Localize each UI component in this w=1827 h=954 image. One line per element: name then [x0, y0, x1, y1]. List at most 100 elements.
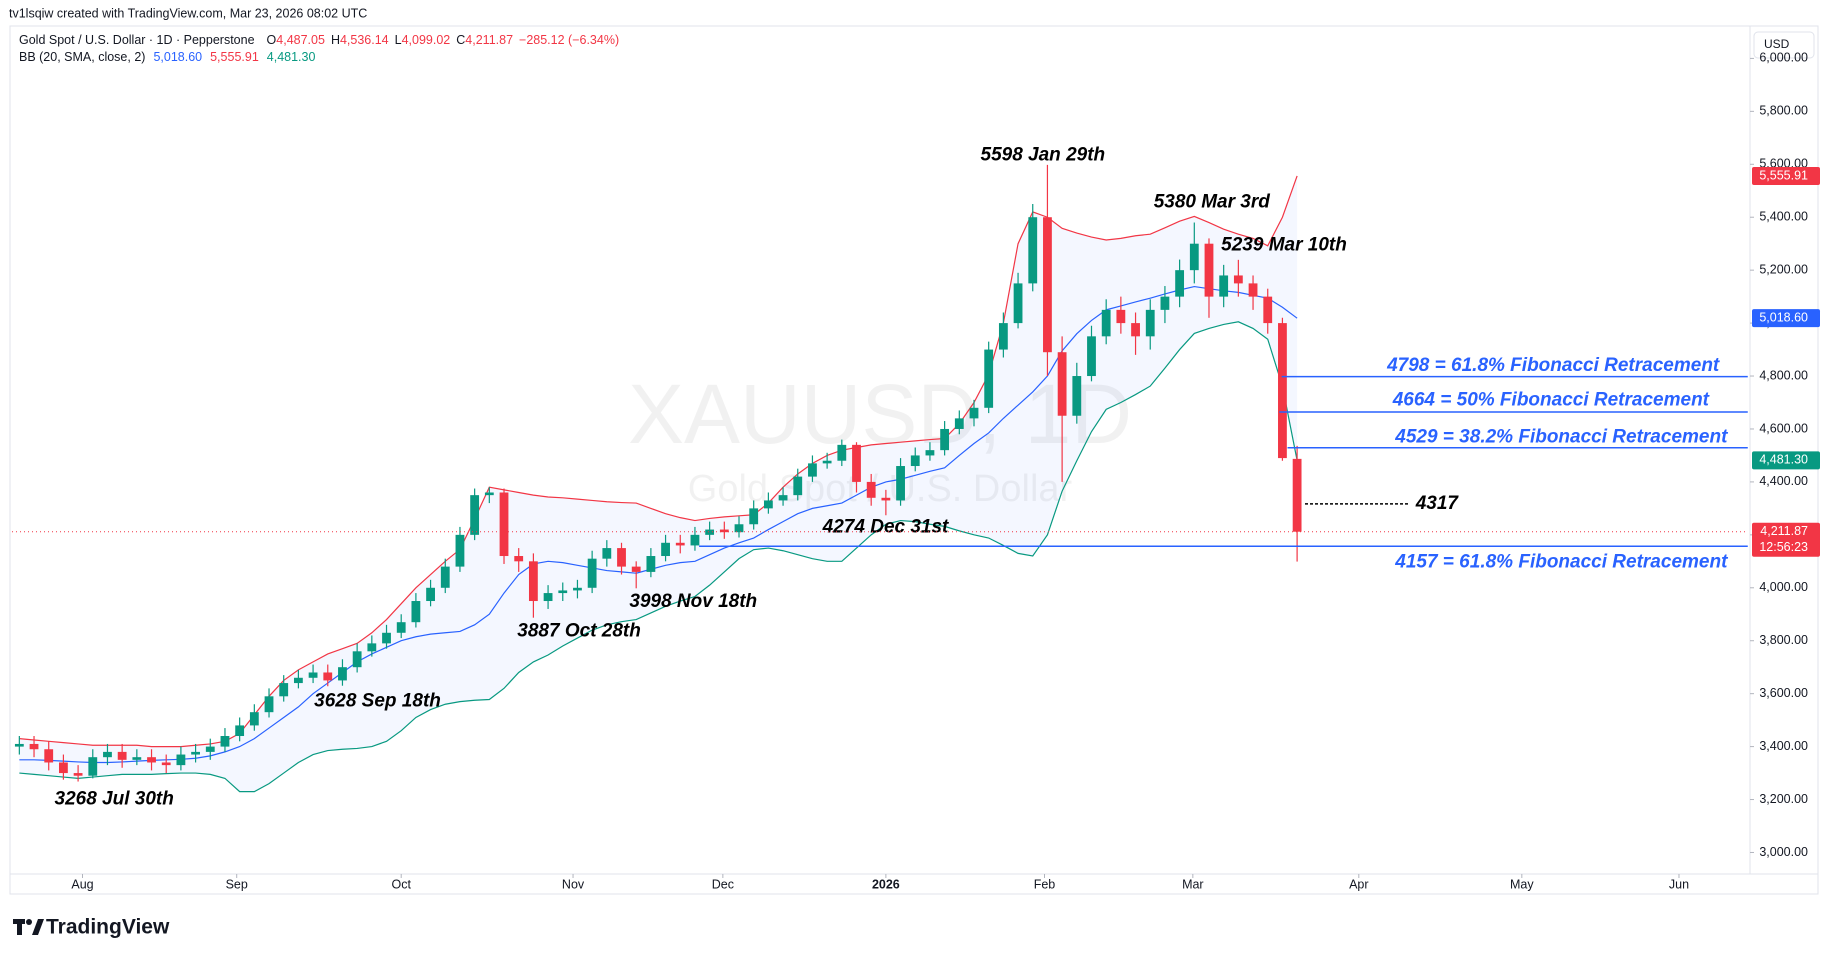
- candle-body: [1087, 336, 1096, 377]
- candle-body: [514, 556, 524, 562]
- currency-button[interactable]: USD: [1753, 31, 1815, 59]
- candle-body: [984, 349, 994, 408]
- candle-body: [808, 463, 817, 477]
- candle-body: [88, 757, 98, 776]
- candle-body: [573, 587, 582, 591]
- candle-body: [29, 743, 39, 750]
- y-tick-label: 5,800.00: [1759, 104, 1808, 118]
- candle-body: [117, 751, 127, 760]
- candle-body: [1145, 309, 1155, 337]
- x-tick-label: May: [1510, 877, 1534, 891]
- level-label: 4798 = 61.8% Fibonacci Retracement: [1386, 355, 1720, 376]
- x-tick-label: Jun: [1669, 877, 1689, 891]
- candle-body: [220, 736, 230, 747]
- candle-body: [1204, 243, 1214, 297]
- candle-body: [617, 548, 626, 567]
- candle-body: [896, 466, 905, 501]
- x-tick-label: Apr: [1349, 877, 1368, 891]
- candle-body: [1292, 458, 1302, 532]
- candle-body: [1013, 283, 1023, 324]
- candle-body: [837, 444, 847, 461]
- y-tick-label: 5,200.00: [1759, 262, 1808, 276]
- candle-body: [998, 323, 1008, 350]
- y-tick-label: 6,000.00: [1759, 51, 1808, 65]
- candle-body: [631, 566, 641, 572]
- candle-body: [675, 542, 685, 546]
- candle-body: [1131, 323, 1140, 337]
- candle-body: [293, 677, 303, 684]
- candle-body: [205, 746, 215, 752]
- candle-body: [587, 558, 597, 588]
- logo-shape[interactable]: [32, 919, 44, 935]
- candle-body: [705, 529, 715, 535]
- price-tag-label: 5,555.91: [1759, 168, 1808, 182]
- y-tick-label: 4,600.00: [1759, 421, 1808, 435]
- candle-body: [396, 622, 406, 633]
- candle-body: [235, 725, 245, 737]
- candle-body: [1248, 283, 1258, 297]
- ohlc-key: C: [456, 33, 465, 47]
- candle-body: [734, 524, 744, 533]
- y-tick-label: 3,000.00: [1759, 845, 1808, 859]
- candle-body: [14, 743, 24, 747]
- y-tick-label: 3,200.00: [1759, 792, 1808, 806]
- candle-body: [382, 632, 391, 644]
- candle-body: [426, 587, 435, 602]
- logo-shape[interactable]: [17, 919, 22, 935]
- y-tick-label: 4,000.00: [1759, 580, 1808, 594]
- candle-body: [646, 556, 656, 572]
- candle-body: [558, 590, 568, 594]
- candle-body: [1043, 217, 1052, 353]
- candle-body: [264, 696, 274, 713]
- candle-body: [411, 601, 421, 623]
- candle-body: [925, 450, 935, 456]
- symbol: Gold Spot / U.S. Dollar · 1D · Peppersto…: [19, 33, 255, 47]
- candle-body: [103, 751, 112, 758]
- currency[interactable]: USD: [1764, 37, 1790, 51]
- x-tick-label: Dec: [712, 877, 734, 891]
- x-tick-label: Aug: [71, 877, 93, 891]
- brand[interactable]: TradingView: [46, 916, 170, 939]
- annotation: 5239 Mar 10th: [1221, 235, 1347, 256]
- candle-body: [661, 542, 670, 557]
- x-tick-label: Mar: [1182, 877, 1204, 891]
- candle-body: [822, 460, 832, 464]
- price-tag-label: 4,481.30: [1759, 453, 1808, 467]
- price-tag-label: 5,018.60: [1759, 310, 1808, 324]
- x-tick-label: 2026: [872, 877, 900, 891]
- y-tick-label: 4,800.00: [1759, 368, 1808, 382]
- ohlc-value: 4,487.05: [276, 33, 325, 47]
- level-label: 4529 = 38.2% Fibonacci Retracement: [1394, 426, 1728, 447]
- candle-body: [910, 455, 920, 467]
- band-fill: [19, 175, 1298, 792]
- candle-body: [528, 561, 538, 602]
- candle-body: [1219, 275, 1229, 297]
- currency-box[interactable]: [1753, 31, 1815, 59]
- candle-body: [249, 712, 259, 726]
- price-tag-label: 4,211.87: [1760, 524, 1808, 538]
- candle-body: [1278, 323, 1287, 459]
- y-tick-label: 3,400.00: [1759, 739, 1808, 753]
- brand-logo[interactable]: TradingView: [13, 916, 170, 939]
- watermark-subtitle: Gold Spot / U.S. Dollar: [688, 468, 1073, 510]
- candle-body: [763, 500, 773, 509]
- annotation: 3998 Nov 18th: [629, 591, 757, 612]
- ohlc-key: H: [331, 33, 340, 47]
- annotation: 4274 Dec 31st: [822, 516, 949, 537]
- candle-body: [940, 428, 950, 451]
- logo-shape[interactable]: [26, 919, 32, 925]
- indicator-line: BB (20, SMA, close, 2) 5,018.60 5,555.91 4,…: [19, 50, 315, 64]
- y-tick-label: 4,400.00: [1759, 474, 1808, 488]
- candle-body: [866, 481, 876, 498]
- ohlc-value: 4,211.87: [465, 33, 513, 47]
- x-tick-label: Feb: [1034, 877, 1056, 891]
- candle-body: [852, 444, 861, 482]
- y-tick-label: 3,800.00: [1759, 633, 1808, 647]
- candle-body: [352, 651, 362, 668]
- candle-body: [1101, 309, 1111, 337]
- price-tag: [1752, 309, 1820, 328]
- candle-body: [749, 508, 759, 525]
